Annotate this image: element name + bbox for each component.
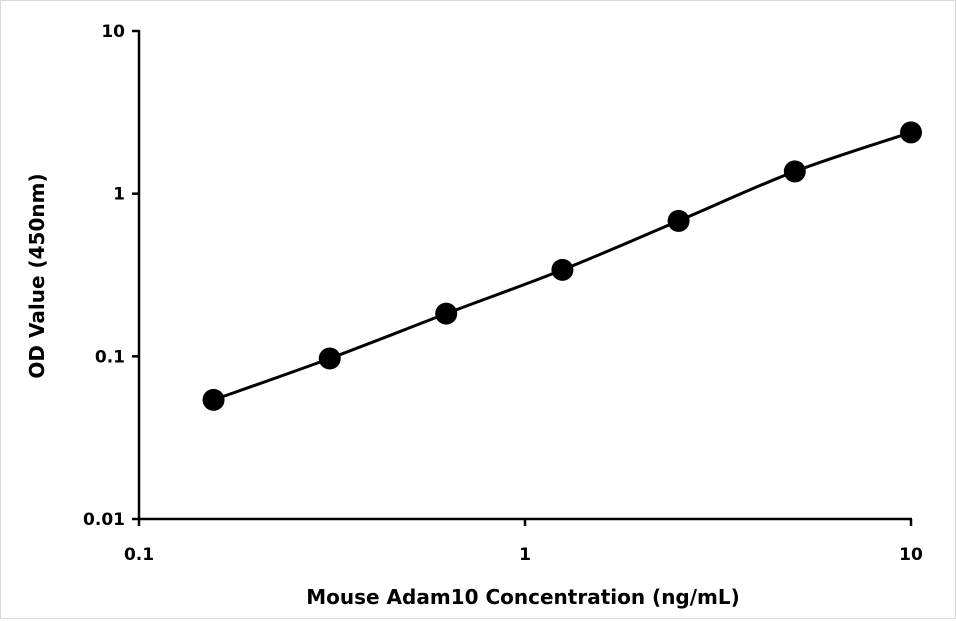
- y-axis-title: OD Value (450nm): [25, 173, 49, 378]
- data-point: [783, 160, 806, 183]
- y-tick-label: 0.1: [95, 347, 125, 367]
- data-point: [435, 302, 458, 325]
- ticks: 0.1 1 10 0.01 0.1 1 10: [83, 22, 923, 565]
- x-tick-label: 0.1: [124, 545, 154, 565]
- data-point: [900, 121, 922, 144]
- y-tick-label: 10: [101, 22, 125, 42]
- x-tick-label: 1: [519, 545, 531, 565]
- data-point: [202, 388, 225, 411]
- axes: [137, 30, 912, 521]
- x-axis-title: Mouse Adam10 Concentration (ng/mL): [306, 585, 740, 609]
- y-tick-label: 0.01: [83, 510, 125, 530]
- data-point: [551, 258, 574, 281]
- x-tick-label: 10: [899, 545, 923, 565]
- data-point: [667, 209, 690, 232]
- data-point: [318, 347, 341, 370]
- y-tick-label: 1: [113, 185, 125, 205]
- data-points: [202, 121, 922, 411]
